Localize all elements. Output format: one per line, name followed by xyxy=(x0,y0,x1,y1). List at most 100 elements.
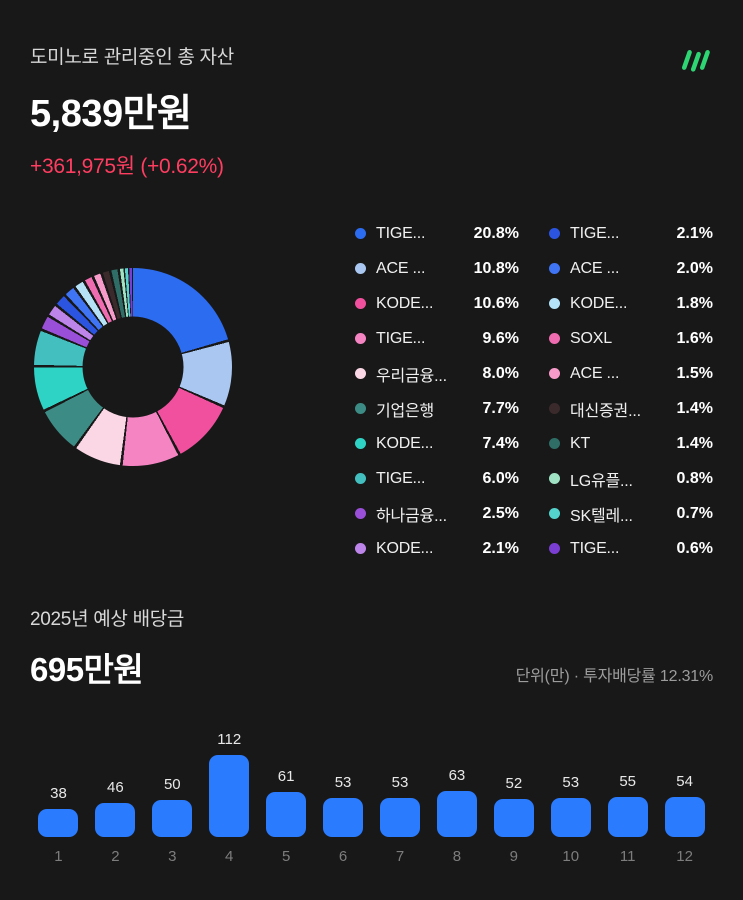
legend-label: KT xyxy=(570,434,591,452)
legend-item[interactable]: SOXL 1.6% xyxy=(549,321,713,356)
bar-stack: 61 xyxy=(258,717,315,837)
legend-percent: 10.8% xyxy=(473,259,519,277)
legend-color-dot xyxy=(355,403,366,414)
legend-item[interactable]: ACE ... 2.0% xyxy=(549,251,713,286)
legend-color-dot xyxy=(355,508,366,519)
legend-color-dot xyxy=(549,368,560,379)
bar-stack: 53 xyxy=(315,717,372,837)
legend-item[interactable]: 하나금융... 2.5% xyxy=(355,496,519,531)
legend-label: 하나금융... xyxy=(376,507,447,525)
dividend-title: 2025년 예상 배당금 xyxy=(30,609,185,630)
legend-item[interactable]: 기업은행 7.7% xyxy=(355,391,519,426)
dividend-bar[interactable] xyxy=(493,799,534,837)
bar-value-label: 112 xyxy=(217,731,242,748)
legend-color-dot xyxy=(355,333,366,344)
total-assets-amount: 5,839만원 xyxy=(30,93,192,135)
legend-color-dot xyxy=(549,263,560,274)
legend-percent: 9.6% xyxy=(482,329,519,347)
dividend-bar[interactable] xyxy=(266,792,307,837)
dividend-bar[interactable] xyxy=(209,755,250,837)
legend-item[interactable]: TIGE... 20.8% xyxy=(355,216,519,251)
legend-item[interactable]: ACE ... 10.8% xyxy=(355,251,519,286)
legend-item[interactable]: KODE... 10.6% xyxy=(355,286,519,321)
legend-label: TIGE... xyxy=(570,539,620,557)
legend-label: ACE ... xyxy=(570,259,620,277)
legend-label: 대신증권... xyxy=(570,402,641,420)
legend-item[interactable]: KODE... 7.4% xyxy=(355,426,519,461)
dividend-bar[interactable] xyxy=(379,798,420,837)
legend-label: LG유플... xyxy=(570,472,633,490)
bar-stack: 53 xyxy=(372,717,429,837)
legend-label: KODE... xyxy=(376,294,434,312)
bar-slot: 50 3 xyxy=(144,717,201,865)
legend-color-dot xyxy=(549,298,560,309)
bar-value-label: 53 xyxy=(334,774,352,791)
bar-value-label: 63 xyxy=(448,767,466,784)
legend-item[interactable]: ACE ... 1.5% xyxy=(549,356,713,391)
legend-item[interactable]: 대신증권... 1.4% xyxy=(549,391,713,426)
dividend-bar[interactable] xyxy=(323,798,364,837)
bar-month-label: 4 xyxy=(225,848,234,865)
bar-stack: 53 xyxy=(542,717,599,837)
dividend-bar[interactable] xyxy=(95,803,136,837)
bar-value-label: 52 xyxy=(505,775,523,792)
bar-month-label: 2 xyxy=(111,848,120,865)
legend-color-dot xyxy=(355,368,366,379)
bar-value-label: 38 xyxy=(50,785,67,802)
bar-value-label: 53 xyxy=(391,774,409,791)
legend-label: KODE... xyxy=(376,434,434,452)
legend-color-dot xyxy=(549,473,560,484)
legend-item[interactable]: TIGE... 6.0% xyxy=(355,461,519,496)
legend-item[interactable]: TIGE... 0.6% xyxy=(549,531,713,566)
bar-stack: 52 xyxy=(485,717,542,837)
asset-donut-chart[interactable] xyxy=(30,210,355,566)
legend-percent: 1.5% xyxy=(676,364,713,382)
total-assets-change: +361,975원 (+0.62%) xyxy=(30,155,224,178)
dividend-bar[interactable] xyxy=(38,809,79,837)
bar-slot: 46 2 xyxy=(87,717,144,865)
bar-stack: 55 xyxy=(599,717,656,837)
donut-ring[interactable] xyxy=(34,268,232,466)
bar-value-label: 50 xyxy=(163,776,181,793)
legend-item[interactable]: TIGE... 9.6% xyxy=(355,321,519,356)
legend-label: ACE ... xyxy=(570,364,620,382)
legend-item[interactable]: 우리금융... 8.0% xyxy=(355,356,519,391)
legend-item[interactable]: KT 1.4% xyxy=(549,426,713,461)
legend-item[interactable]: KODE... 2.1% xyxy=(355,531,519,566)
legend-color-dot xyxy=(355,473,366,484)
dividend-bar[interactable] xyxy=(550,798,591,837)
legend-item[interactable]: SK텔레... 0.7% xyxy=(549,496,713,531)
total-assets-block: 도미노로 관리중인 총 자산 5,839만원 +361,975원 (+0.62%… xyxy=(30,42,234,180)
dividend-bar[interactable] xyxy=(607,797,648,837)
bar-slot: 112 4 xyxy=(201,717,258,865)
bar-slot: 52 9 xyxy=(485,717,542,865)
bar-value-label: 53 xyxy=(562,774,580,791)
asset-legend: TIGE... 20.8% ACE ... 10.8% KODE... 10.6% TIGE… xyxy=(355,210,713,566)
legend-percent: 0.8% xyxy=(676,469,713,487)
legend-item[interactable]: LG유플... 0.8% xyxy=(549,461,713,496)
dividend-header: 2025년 예상 배당금 695만원 단위(만) · 투자배당률 12.31% xyxy=(30,604,713,691)
legend-label: KODE... xyxy=(570,294,628,312)
legend-label: SOXL xyxy=(570,329,612,347)
asset-allocation-section: TIGE... 20.8% ACE ... 10.8% KODE... 10.6% TIGE… xyxy=(30,210,713,566)
dividend-bar[interactable] xyxy=(436,791,477,837)
legend-color-dot xyxy=(549,228,560,239)
bar-value-label: 55 xyxy=(619,773,637,790)
legend-column-2: TIGE... 2.1% ACE ... 2.0% KODE... 1.8% SOXL 1.6… xyxy=(549,216,713,566)
legend-label: ACE ... xyxy=(376,259,426,277)
legend-label: 우리금융... xyxy=(376,367,447,385)
legend-color-dot xyxy=(355,298,366,309)
bar-slot: 53 6 xyxy=(315,717,372,865)
legend-color-dot xyxy=(549,438,560,449)
legend-item[interactable]: TIGE... 2.1% xyxy=(549,216,713,251)
legend-color-dot xyxy=(355,543,366,554)
legend-label: TIGE... xyxy=(376,329,426,347)
legend-color-dot xyxy=(355,228,366,239)
bar-month-label: 12 xyxy=(676,848,693,865)
dividend-bar[interactable] xyxy=(664,797,705,837)
bar-stack: 38 xyxy=(30,717,87,837)
legend-item[interactable]: KODE... 1.8% xyxy=(549,286,713,321)
legend-color-dot xyxy=(549,543,560,554)
dividend-bar[interactable] xyxy=(152,800,193,837)
